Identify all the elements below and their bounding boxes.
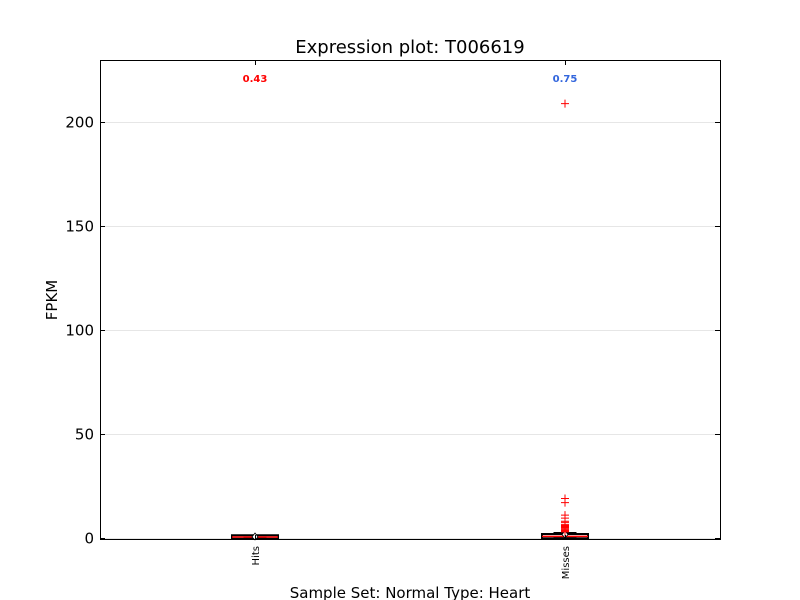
- y-tick-label: 150: [65, 218, 94, 236]
- median-value-label: 0.43: [243, 74, 268, 85]
- outlier-point: [561, 99, 569, 108]
- y-tick-label: 100: [65, 322, 94, 340]
- outlier-point: [561, 498, 569, 507]
- plot-frame: [100, 60, 721, 540]
- x-axis-label: Sample Set: Normal Type: Heart: [290, 584, 531, 600]
- outlier-point: [561, 527, 569, 536]
- chart-title: Expression plot: T006619: [295, 37, 524, 58]
- y-axis: 0 50 100 150 200: [65, 114, 720, 548]
- y-axis-label: FPKM: [43, 280, 61, 320]
- x-axis: Hits Misses: [251, 60, 572, 579]
- x-category-label: Misses: [561, 546, 572, 579]
- y-tick-label: 0: [84, 530, 94, 548]
- y-tick-label: 50: [75, 426, 94, 444]
- median-value-label: 0.75: [553, 74, 578, 85]
- x-category-label: Hits: [251, 546, 262, 565]
- y-tick-label: 200: [65, 114, 94, 132]
- boxes-layer: 0.43 0.75: [231, 74, 589, 541]
- gridlines: [100, 122, 720, 539]
